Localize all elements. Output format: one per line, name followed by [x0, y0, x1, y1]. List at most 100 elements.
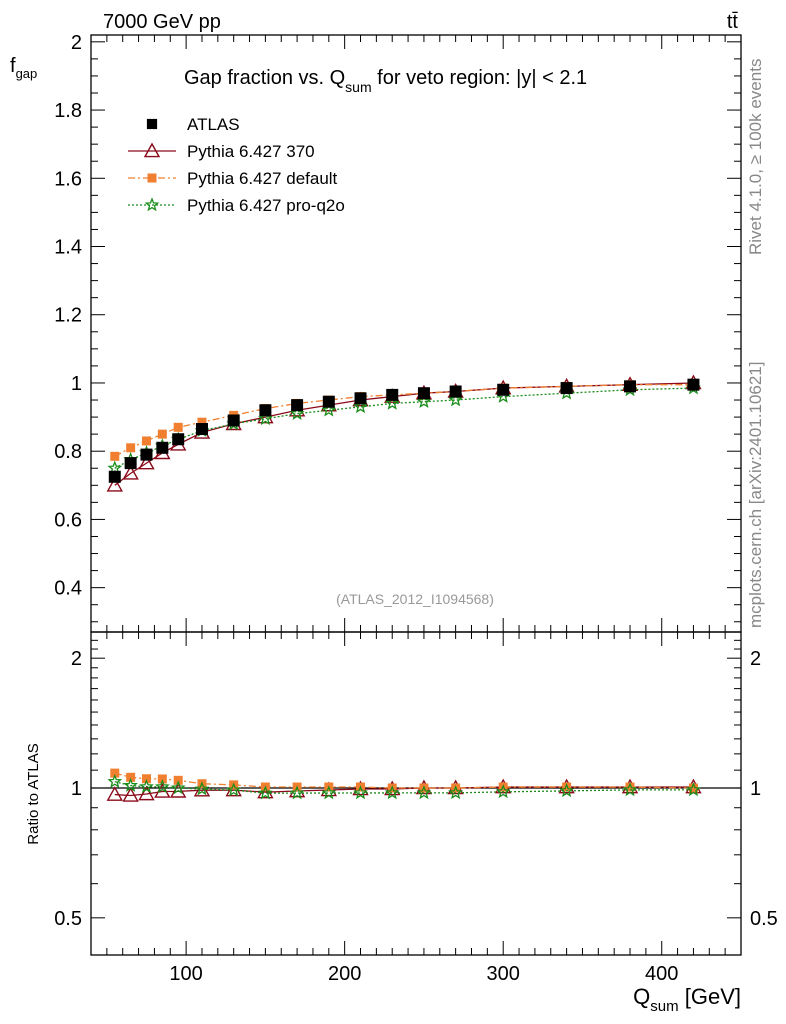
legend-label: Pythia 6.427 default	[187, 169, 338, 188]
ratio-point	[110, 768, 120, 778]
data-point	[384, 395, 400, 410]
ratio-point	[625, 782, 635, 792]
rivet-version-text: Rivet 4.1.0, ≥ 100k events	[746, 59, 765, 255]
data-point	[195, 423, 208, 436]
ratio-point	[157, 774, 167, 784]
data-point	[687, 378, 700, 391]
series-atlas	[108, 378, 700, 483]
legend-marker	[147, 173, 157, 183]
data-point	[140, 448, 153, 461]
ratio-tick-label-right: 1	[750, 778, 761, 800]
data-point	[141, 436, 151, 446]
data-point	[259, 404, 272, 417]
data-point	[291, 399, 304, 412]
ratio-point	[384, 785, 400, 800]
ratio-point	[495, 784, 511, 799]
legend-item: Pythia 6.427 370	[128, 142, 315, 161]
ratio-point	[194, 781, 210, 796]
ratio-point	[559, 783, 575, 798]
axis-ticks: 100 200 300 400 0.4 0.6 0.8 1 1.2 1.4 1.6 1.8 2 0.5 0.…	[54, 32, 778, 985]
ratio-tick-label-right: 2	[750, 648, 761, 670]
data-point	[417, 387, 430, 400]
y-tick-label: 1.4	[54, 237, 82, 259]
ratio-tick-label-left: 1	[71, 778, 82, 800]
series-pythia-6-427-370	[106, 374, 702, 802]
process-label: tt̄	[727, 11, 739, 33]
y-tick-label: 0.4	[54, 578, 82, 600]
data-point	[126, 443, 136, 453]
mcplots-credit-text: mcplots.cern.ch [arXiv:2401.10621]	[746, 362, 765, 628]
ratio-point	[138, 785, 155, 801]
ratio-plot-frame	[90, 631, 742, 956]
legend-label: ATLAS	[187, 115, 240, 134]
ratio-point	[122, 787, 139, 802]
ratio-point	[170, 780, 186, 795]
legend-item: Pythia 6.427 default	[128, 169, 338, 188]
ratio-point	[123, 777, 139, 792]
ratio-point	[562, 782, 572, 792]
ratio-point	[226, 782, 242, 797]
y-tick-label: 1	[71, 373, 82, 395]
data-point	[122, 464, 139, 480]
data-point	[322, 395, 335, 408]
x-tick-label: 100	[169, 963, 202, 985]
x-axis-title: Qsum [GeV]	[633, 984, 741, 1015]
data-point	[449, 385, 462, 398]
analysis-tag: (ATLAS_2012_I1094568)	[336, 591, 494, 607]
data-point	[289, 405, 305, 420]
data-point	[353, 399, 368, 414]
legend-marker	[143, 142, 161, 158]
series-pythia-6-427-default	[110, 380, 698, 793]
ratio-point	[126, 772, 136, 782]
ratio-point	[289, 785, 305, 800]
data-point	[497, 383, 510, 396]
data-point	[197, 417, 207, 427]
legend-label: Pythia 6.427 370	[187, 142, 315, 161]
legend-item: ATLAS	[146, 115, 240, 134]
data-point	[157, 429, 167, 439]
ratio-y-axis-title: Ratio to ATLAS	[25, 743, 42, 844]
energy-label: 7000 GeV pp	[103, 11, 221, 33]
ratio-point	[257, 785, 273, 800]
data-point	[560, 382, 573, 395]
data-point	[354, 392, 367, 405]
x-tick-label: 300	[487, 963, 520, 985]
y-tick-label: 1.2	[54, 305, 82, 327]
ratio-tick-label-right: 0.5	[750, 908, 778, 930]
data-point	[124, 457, 137, 470]
ratio-point	[686, 782, 701, 797]
data-point	[227, 414, 240, 427]
data-point	[257, 411, 273, 426]
data-point	[110, 451, 120, 461]
y-tick-label: 1.8	[54, 100, 82, 122]
data-point	[138, 454, 155, 470]
legend: ATLAS Pythia 6.427 370 Pythia 6.427 defaul…	[128, 115, 345, 215]
data-point	[321, 402, 337, 417]
ratio-point	[622, 782, 638, 797]
data-point	[624, 380, 637, 393]
ratio-point	[106, 786, 123, 801]
x-tick-label: 200	[328, 963, 361, 985]
ratio-point	[139, 779, 154, 794]
chart-title: Gap fraction vs. Qsum for veto region: |…	[184, 67, 587, 95]
legend-item: Pythia 6.427 pro-q2o	[128, 196, 345, 215]
ratio-point	[448, 785, 464, 800]
legend-marker	[146, 118, 158, 130]
data-point	[173, 422, 183, 432]
data-point	[172, 433, 185, 446]
ratio-point	[107, 773, 123, 788]
data-point	[106, 476, 123, 492]
ratio-point	[321, 785, 337, 800]
ratio-point	[141, 774, 151, 784]
ratio-tick-label-left: 2	[71, 648, 82, 670]
data-point	[108, 470, 121, 483]
data-point	[386, 388, 399, 401]
data-point	[448, 392, 464, 407]
ratio-point	[154, 779, 170, 794]
y-tick-label: 2	[71, 32, 82, 54]
ratio-point	[688, 783, 698, 793]
data-point	[416, 393, 432, 409]
ratio-point	[353, 785, 368, 800]
x-tick-label: 400	[645, 963, 678, 985]
